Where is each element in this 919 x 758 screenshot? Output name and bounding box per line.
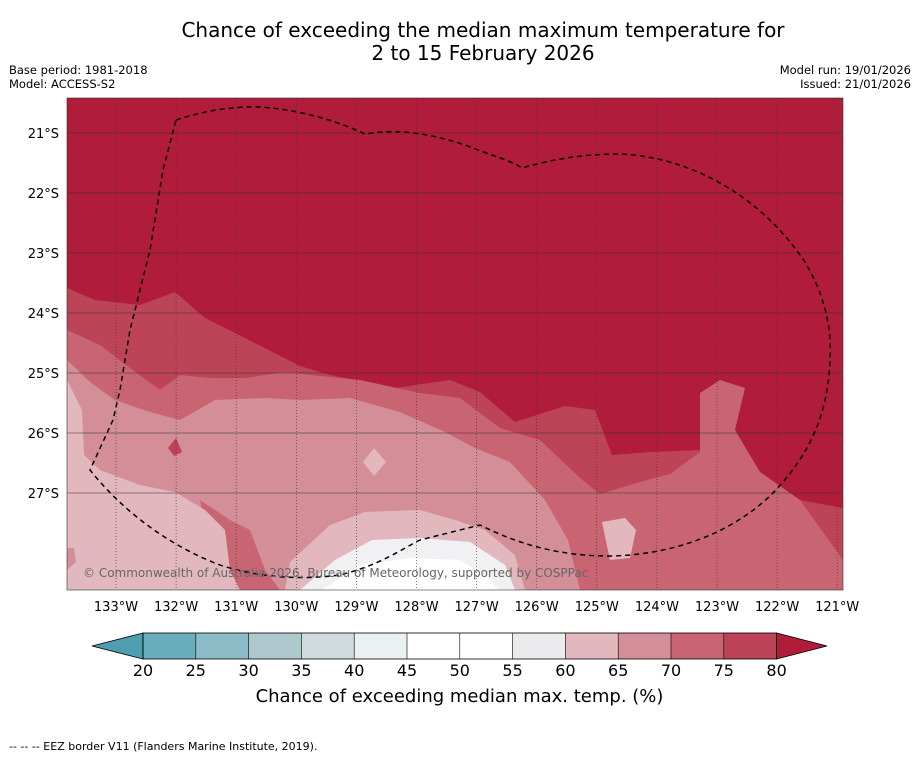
meta-right: Model run: 19/01/2026 Issued: 21/01/2026 [780, 63, 911, 91]
lat-label: 22°S [28, 187, 59, 202]
lat-label: 26°S [28, 427, 59, 442]
lon-label: 132°W [154, 600, 198, 615]
colorbar-low-extend [91, 632, 144, 660]
contour-75-80-spot [168, 438, 182, 456]
colorbar: 20 25 30 35 40 45 50 55 60 65 70 75 80 [91, 632, 828, 680]
colorbar-segment [671, 633, 725, 659]
map-figure: © Commonwealth of Australia 2026, Bureau… [28, 97, 860, 680]
colorbar-label: Chance of exceeding median max. temp. (%… [255, 686, 664, 707]
lon-label: 131°W [214, 600, 258, 615]
lat-label: 24°S [28, 307, 59, 322]
colorbar-tick-label: 35 [291, 661, 311, 680]
colorbar-segment [618, 633, 672, 659]
contour-45-50 [322, 558, 498, 590]
contour-60-65 [67, 380, 240, 590]
colorbar-segment [248, 633, 302, 659]
lon-label: 126°W [515, 600, 559, 615]
model-name: Model: ACCESS-S2 [9, 77, 116, 91]
base-period: Base period: 1981-2018 [9, 63, 148, 77]
colorbar-segment [459, 633, 514, 659]
colorbar-tick-label: 80 [766, 661, 786, 680]
map-frame [66, 97, 844, 591]
lon-label: 121°W [815, 600, 859, 615]
lon-label: 127°W [455, 600, 499, 615]
contour-65-70-spot [67, 548, 76, 570]
colorbar-segment [723, 633, 778, 659]
colorbar-tick-label: 60 [555, 661, 575, 680]
lon-label: 125°W [575, 600, 619, 615]
lon-label: 128°W [394, 600, 438, 615]
contour-60-65-east [602, 518, 636, 560]
lon-label: 124°W [635, 600, 679, 615]
lat-label: 27°S [28, 487, 59, 502]
colorbar-tick-label: 40 [344, 661, 364, 680]
colorbar-tick-label: 55 [502, 661, 522, 680]
colorbar-tick-label: 25 [186, 661, 206, 680]
colorbar-segment [407, 633, 461, 659]
colorbar-segment [354, 633, 408, 659]
lon-label: 129°W [334, 600, 378, 615]
eez-border [89, 106, 832, 579]
model-run: Model run: 19/01/2026 [779, 63, 911, 77]
lon-label: 122°W [755, 600, 799, 615]
colorbar-tick-label: 70 [661, 661, 681, 680]
colorbar-tick-label: 20 [133, 661, 153, 680]
lat-label: 25°S [28, 367, 59, 382]
meta-left: Base period: 1981-2018 Model: ACCESS-S2 [9, 63, 148, 91]
colorbar-segment [565, 633, 619, 659]
title-line-1: Chance of exceeding the median maximum t… [181, 18, 785, 42]
colorbar-high-extend [776, 632, 828, 660]
lon-label: 133°W [94, 600, 138, 615]
lon-label: 130°W [274, 600, 318, 615]
latitude-labels: 21°S 22°S 23°S 24°S 25°S 26°S 27°S [28, 127, 59, 502]
map-area [67, 98, 843, 590]
gridlines [67, 98, 843, 590]
lat-label: 23°S [28, 247, 59, 262]
colorbar-segment [143, 633, 197, 659]
colorbar-segment [512, 633, 566, 659]
colorbar-tick-label: 75 [714, 661, 734, 680]
colorbar-tick-label: 45 [397, 661, 417, 680]
copyright-notice: © Commonwealth of Australia 2026, Bureau… [83, 566, 588, 580]
issued-date: Issued: 21/01/2026 [800, 77, 911, 91]
colorbar-tick-label: 30 [238, 661, 258, 680]
contour-60-65-island [363, 448, 386, 476]
longitude-labels: 133°W 132°W 131°W 130°W 129°W 128°W 127°W 126°W… [94, 600, 860, 615]
colorbar-tick-label: 65 [608, 661, 628, 680]
colorbar-segment [195, 633, 250, 659]
lat-label: 21°S [28, 127, 59, 142]
chart-title: Chance of exceeding the median maximum t… [0, 19, 919, 65]
lon-label: 123°W [695, 600, 739, 615]
title-line-2: 2 to 15 February 2026 [371, 41, 595, 65]
colorbar-segment [301, 633, 355, 659]
eez-legend: -- -- -- EEZ border V11 (Flanders Marine… [9, 740, 318, 753]
colorbar-tick-label: 50 [450, 661, 470, 680]
